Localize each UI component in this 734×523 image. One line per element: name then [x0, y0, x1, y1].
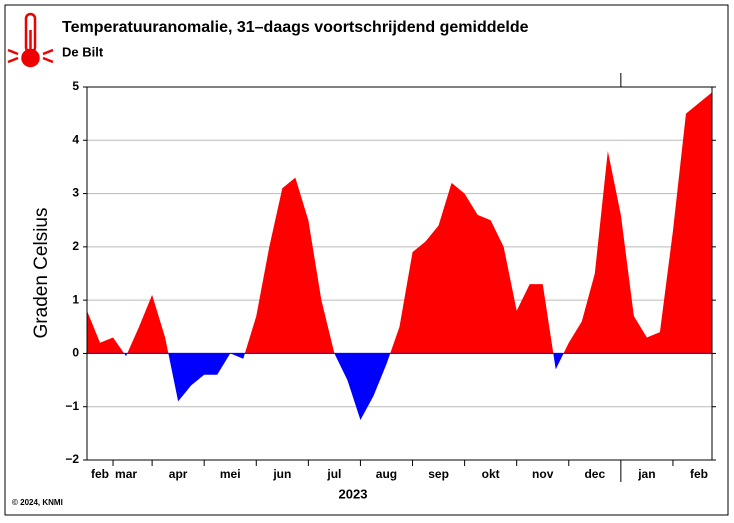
y-tick-label: 0	[72, 346, 79, 360]
x-tick-label: sep	[428, 467, 449, 481]
y-axis-label: Graden Celsius	[31, 208, 52, 339]
x-tick-label: nov	[532, 467, 554, 481]
x-tick-label: feb	[690, 467, 708, 481]
y-tick-label: −1	[65, 399, 79, 413]
chart-subtitle: De Bilt	[62, 44, 104, 59]
x-tick-label: aug	[376, 467, 397, 481]
x-axis-label: 2023	[339, 486, 368, 501]
y-tick-label: 5	[72, 79, 79, 93]
x-tick-label: mei	[220, 467, 241, 481]
y-tick-label: 3	[72, 186, 79, 200]
thermometer-icon	[7, 12, 54, 68]
footnote: © 2024, KNMI	[12, 498, 63, 507]
plot-frame	[86, 86, 713, 461]
x-tick-label: dec	[584, 467, 605, 481]
x-tick-label: apr	[169, 467, 188, 481]
x-tick-label: jul	[326, 467, 341, 481]
x-tick-label: jan	[637, 467, 655, 481]
y-tick-label: 1	[72, 292, 79, 306]
x-tick-label: mar	[115, 467, 137, 481]
y-tick-label: −2	[65, 452, 79, 466]
x-tick-label: jun	[272, 467, 291, 481]
frame	[4, 4, 729, 516]
x-tick-label: feb	[91, 467, 109, 481]
x-tick-label: okt	[482, 467, 500, 481]
chart-title: Temperatuuranomalie, 31–daags voortschri…	[62, 19, 529, 36]
y-tick-label: 4	[72, 132, 79, 146]
anomaly-area	[87, 92, 712, 421]
y-tick-label: 2	[72, 239, 79, 253]
